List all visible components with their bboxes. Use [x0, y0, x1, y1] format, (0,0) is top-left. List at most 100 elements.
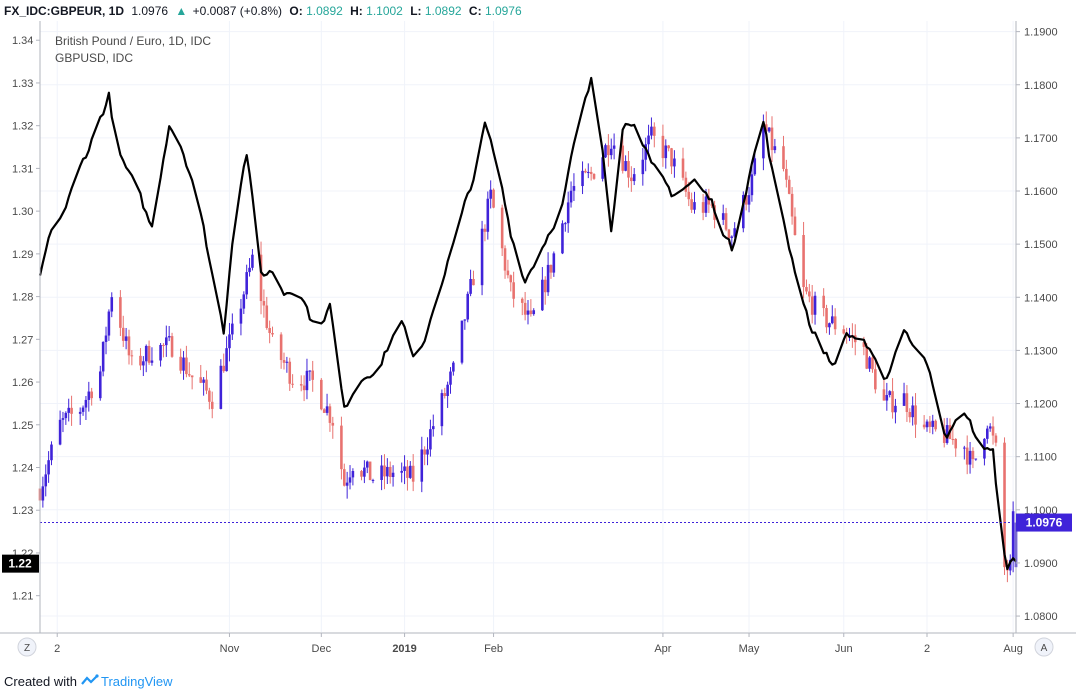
candle-body — [64, 412, 68, 419]
candle — [179, 348, 182, 374]
candle-body — [974, 458, 978, 460]
time-axis[interactable]: 2 Nov Dec 2019 Feb Apr May Jun 2 Aug — [54, 633, 1023, 655]
candle — [644, 137, 647, 172]
candle-body — [170, 336, 174, 357]
auto-scale-button[interactable]: A — [1034, 637, 1054, 657]
open-value: 1.0892 — [306, 4, 343, 18]
right-tick-label: 1.1200 — [1024, 399, 1058, 411]
candle-body — [199, 377, 203, 383]
candle — [431, 414, 435, 437]
candle-body — [653, 126, 656, 136]
right-axis[interactable]: 1.08001.09001.10001.11001.12001.13001.14… — [1016, 27, 1058, 623]
candle-body — [945, 425, 949, 443]
candle-body — [84, 399, 88, 408]
ohlc-header: FX_IDC:GBPEUR, 1D 1.0976 ▲ +0.0087 (+0.8… — [4, 4, 522, 18]
candle — [624, 155, 627, 172]
tradingview-brand-link[interactable]: TradingView — [100, 673, 173, 689]
candle-body — [630, 177, 633, 182]
candle — [308, 370, 312, 381]
candle — [905, 385, 909, 422]
candle-body — [641, 159, 645, 175]
candle-body — [360, 471, 363, 477]
candle-body — [750, 174, 754, 196]
candle — [882, 379, 886, 401]
candle — [770, 116, 774, 163]
candle-body — [842, 329, 846, 334]
candle-body — [271, 333, 274, 335]
candle — [84, 396, 88, 420]
plot-area[interactable] — [40, 21, 1016, 632]
candle — [586, 163, 590, 179]
candle-body — [627, 161, 630, 178]
candle-body — [41, 486, 45, 501]
candle — [328, 403, 332, 432]
candle — [147, 340, 151, 365]
left-axis[interactable]: 1.211.221.231.241.251.261.271.281.291.30… — [12, 35, 40, 603]
candle-body — [770, 127, 774, 151]
candle-body — [179, 356, 182, 371]
candle-body — [403, 466, 406, 471]
candle — [581, 161, 584, 195]
candle-body — [411, 465, 415, 482]
candle-body — [81, 407, 85, 412]
candle-body — [931, 420, 935, 427]
candle — [503, 245, 507, 279]
candle — [612, 133, 616, 160]
legend-main-title[interactable]: British Pound / Euro, 1D, IDC — [55, 34, 211, 48]
candle — [630, 166, 633, 192]
candle-body — [604, 145, 607, 158]
candle-body — [549, 264, 553, 273]
candle-body — [446, 384, 449, 397]
open-label: O: — [289, 4, 302, 18]
candle-body — [348, 477, 352, 483]
candle-body — [320, 379, 323, 410]
candle — [572, 173, 576, 201]
candle-body — [670, 148, 673, 167]
candle — [721, 204, 725, 226]
candle — [1011, 501, 1015, 573]
candle — [549, 264, 553, 279]
high-label: H: — [350, 4, 363, 18]
candle — [469, 269, 472, 297]
candle — [871, 354, 874, 373]
candle — [228, 322, 231, 362]
candle-body — [684, 177, 688, 192]
candle — [90, 387, 93, 406]
log-scale-button[interactable]: Z — [17, 637, 37, 657]
candle — [684, 171, 688, 197]
left-tick-label: 1.24 — [12, 463, 33, 475]
candle — [363, 460, 366, 484]
candle-body — [914, 405, 917, 425]
candle-body — [426, 449, 429, 455]
candle-body — [208, 390, 211, 402]
candle-body — [871, 357, 874, 370]
candle — [825, 304, 828, 334]
candle-body — [661, 135, 665, 159]
candle-body — [480, 228, 484, 286]
candle-body — [219, 365, 223, 409]
candle-body — [431, 426, 435, 430]
candle-body — [742, 195, 745, 229]
candle — [951, 428, 955, 445]
candle-body — [251, 254, 254, 268]
candle-body — [245, 272, 248, 295]
candle-body — [365, 461, 369, 468]
change-arrow-icon: ▲ — [175, 4, 187, 18]
legend-overlay-title[interactable]: GBPUSD, IDC — [55, 51, 133, 65]
candle — [322, 408, 326, 414]
candle — [902, 382, 906, 406]
candle — [968, 441, 972, 474]
candle — [150, 347, 154, 366]
left-last-value-label: 1.22 — [8, 557, 32, 571]
candle — [222, 353, 226, 373]
candle-body — [351, 471, 355, 478]
candle — [411, 454, 415, 492]
candle — [81, 405, 85, 416]
candle — [566, 191, 570, 233]
candle — [165, 325, 168, 357]
candle-body — [147, 345, 151, 363]
candle-body — [632, 174, 636, 182]
candle-body — [110, 297, 114, 312]
candle-body — [988, 426, 992, 429]
